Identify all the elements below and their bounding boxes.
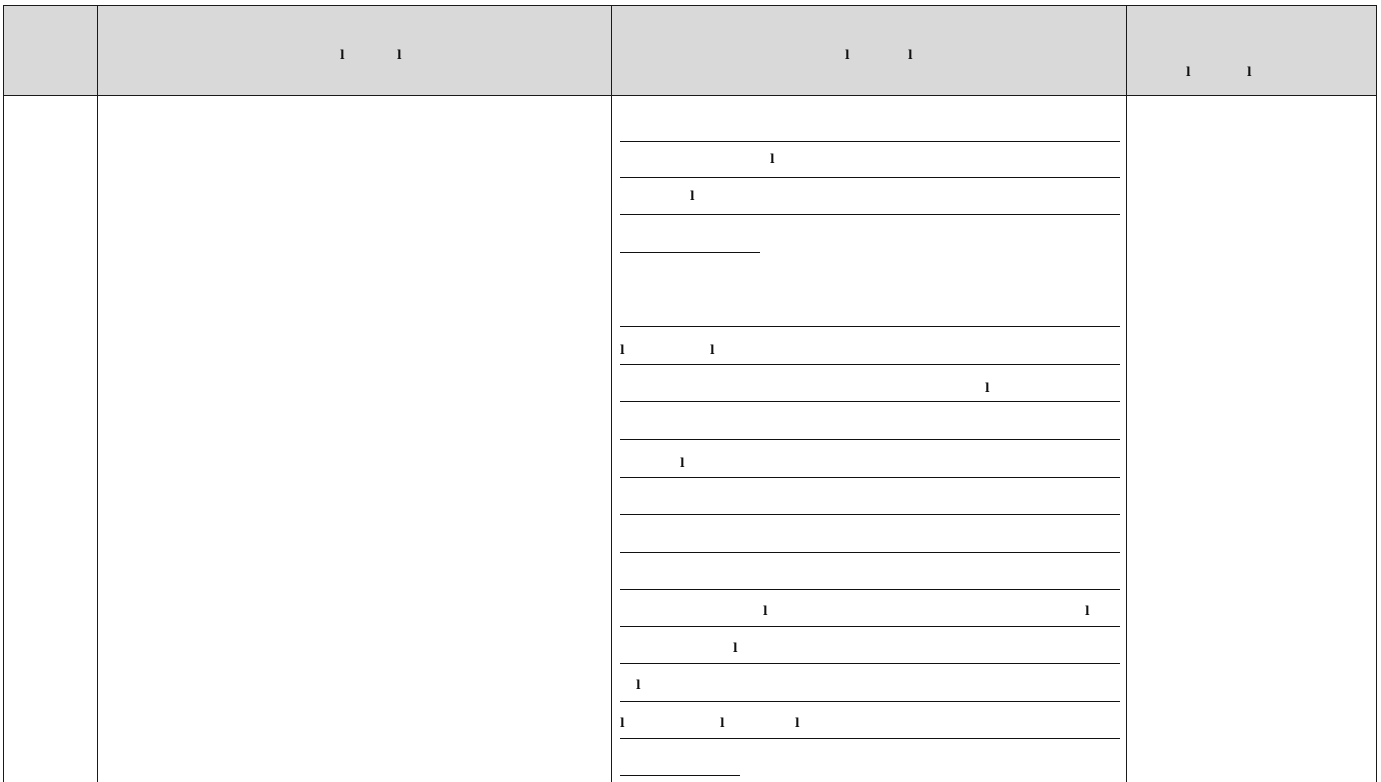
table-left-border: [3, 5, 4, 782]
text-glyph-fragment: l: [985, 381, 990, 395]
text-glyph-fragment: l: [620, 716, 625, 730]
header-bottom-border: [3, 95, 1377, 96]
text-glyph-fragment: l: [636, 678, 641, 692]
text-glyph-fragment: l: [1085, 604, 1090, 618]
text-glyph-fragment: l: [680, 456, 685, 470]
text-glyph-fragment: l: [770, 152, 775, 166]
header-glyph-fragment: l: [1247, 65, 1252, 79]
table-header-row: [3, 5, 1377, 95]
text-glyph-fragment: l: [620, 343, 625, 357]
header-cell-index: [3, 5, 97, 95]
text-glyph-fragment: l: [710, 343, 715, 357]
column-divider-2: [611, 5, 612, 782]
column-divider-1: [97, 5, 98, 782]
header-glyph-fragment: l: [397, 48, 402, 62]
column-divider-3: [1126, 5, 1127, 782]
text-glyph-fragment: l: [720, 716, 725, 730]
header-cell-column-1: [98, 5, 611, 95]
text-glyph-fragment: l: [763, 604, 768, 618]
text-glyph-fragment: l: [733, 641, 738, 655]
text-glyph-fragment: l: [690, 189, 695, 203]
header-cell-column-2: [612, 5, 1126, 95]
header-cell-column-3: [1127, 5, 1376, 95]
header-glyph-fragment: l: [845, 48, 850, 62]
header-glyph-fragment: l: [340, 48, 345, 62]
table-right-border: [1376, 5, 1377, 782]
table-top-border: [3, 5, 1377, 6]
header-glyph-fragment: l: [1186, 65, 1191, 79]
text-glyph-fragment: l: [795, 716, 800, 730]
header-glyph-fragment: l: [908, 48, 913, 62]
